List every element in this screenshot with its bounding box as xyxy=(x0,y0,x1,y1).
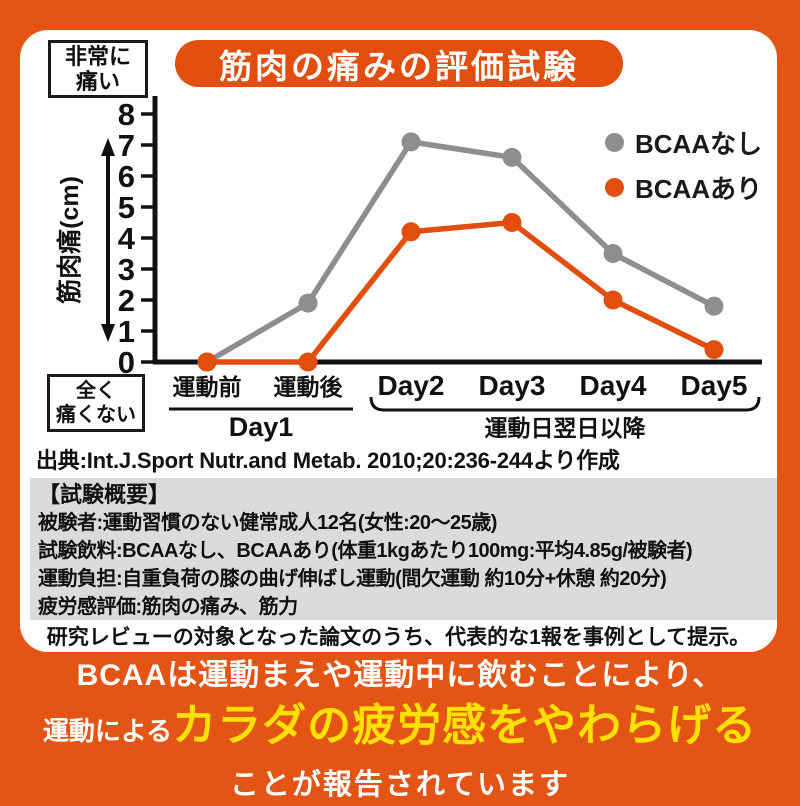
x-category-label: Day4 xyxy=(580,370,647,401)
y-tick-label: 5 xyxy=(118,190,135,225)
y-tick-label: 0 xyxy=(118,345,135,380)
arrow-up-icon xyxy=(101,138,115,156)
legend-label: BCAAなし xyxy=(635,129,763,159)
study-overview-exercise: 運動負担:自重負荷の膝の曲げ伸ばし運動(間欠運動 約10分+休憩 約20分) xyxy=(38,568,667,590)
footer-claim-highlight: カラダの疲労感をやわらげる xyxy=(172,701,758,750)
data-point-BCAAなし-Day2 xyxy=(401,132,421,152)
data-point-BCAAあり-運動後 xyxy=(298,352,318,372)
series-line-BCAAあり xyxy=(207,219,716,365)
chart-title-banner: 筋肉の痛みの評価試験 xyxy=(175,40,623,87)
x-category-label: 運動前 xyxy=(173,374,242,400)
chart-legend: BCAAなし BCAAあり xyxy=(605,124,762,206)
study-overview-drink: 試験飲料:BCAAなし、BCAAあり(体重1kgあたり100mg:平均4.85g… xyxy=(38,540,693,562)
series-line-BCAAなし xyxy=(205,139,716,365)
legend-item-bcaa-with: BCAAあり xyxy=(605,169,762,206)
footer-claim-line2-prefix: 運動による xyxy=(42,716,173,746)
data-point-BCAAなし-Day3 xyxy=(502,147,522,167)
pain-scale-bottom-line1: 全く xyxy=(76,380,116,402)
data-point-BCAAなし-Day5 xyxy=(704,296,724,316)
source-citation: 出典:Int.J.Sport Nutr.and Metab. 2010;20:2… xyxy=(36,448,620,473)
pain-scale-bottom-label: 全く 痛くない xyxy=(47,374,145,432)
x-group-label: 運動日翌日以降 xyxy=(485,415,647,441)
x-category-label: Day3 xyxy=(479,370,546,401)
y-tick-label: 6 xyxy=(118,159,135,194)
chart-card: 非常に 痛い 筋肉の痛みの評価試験 0 1 2 3 4 5 6 7 8 筋肉痛(cm) 運動前 運動後… xyxy=(20,30,777,652)
y-tick-label: 7 xyxy=(118,128,135,163)
y-tick-label: 3 xyxy=(118,252,135,287)
data-point-BCAAなし-運動後 xyxy=(298,293,318,313)
footer-claim-line2: 運動によるカラダの疲労感をやわらげる xyxy=(0,698,800,764)
y-tick-label: 4 xyxy=(118,221,136,256)
x-group-bracket xyxy=(369,396,761,412)
data-point-BCAAあり-Day2 xyxy=(401,222,421,242)
x-group-label: Day1 xyxy=(229,412,294,442)
y-axis-title: 筋肉痛(cm) xyxy=(55,176,84,304)
study-overview-box: 【試験概要】 被験者:運動習慣のない健常成人12名(女性:20〜25歳) 試験飲… xyxy=(30,478,777,620)
study-overview-heading: 【試験概要】 xyxy=(38,482,171,507)
pain-scale-bottom-line2: 痛くない xyxy=(56,404,136,426)
data-point-BCAAあり-Day4 xyxy=(603,290,623,310)
x-category-label: Day2 xyxy=(378,370,445,401)
legend-dot-gray-icon xyxy=(605,133,624,152)
x-category-label: Day5 xyxy=(681,370,748,401)
chart-title: 筋肉の痛みの評価試験 xyxy=(219,47,579,85)
pain-scale-top-line2: 痛い xyxy=(75,69,120,94)
legend-item-bcaa-none: BCAAなし xyxy=(605,124,762,161)
arrow-down-icon xyxy=(101,324,115,342)
y-tick-label: 8 xyxy=(118,97,135,132)
pain-scale-top-line1: 非常に xyxy=(64,44,131,69)
legend-label: BCAAあり xyxy=(635,174,763,204)
legend-dot-orange-icon xyxy=(605,178,624,197)
footer-claim-line1: BCAAは運動まえや運動中に飲むことにより、 xyxy=(76,659,724,692)
review-note: 研究レビューの対象となった論文のうち、代表的な1報を事例として提示。 xyxy=(20,620,777,652)
pain-scale-top-label: 非常に 痛い xyxy=(48,40,148,98)
footer-claim: BCAAは運動まえや運動中に飲むことにより、 運動によるカラダの疲労感をやわらげ… xyxy=(0,654,800,806)
study-overview-evaluation: 疲労感評価:筋肉の痛み、筋力 xyxy=(38,596,298,618)
y-tick-label: 2 xyxy=(118,283,135,318)
data-point-BCAAあり-Day3 xyxy=(502,213,522,232)
x-category-label: 運動後 xyxy=(274,374,344,400)
data-point-BCAAあり-Day5 xyxy=(704,340,724,360)
footer-claim-line3: ことが報告されています xyxy=(229,769,571,801)
study-overview-subjects: 被験者:運動習慣のない健常成人12名(女性:20〜25歳) xyxy=(38,512,497,534)
data-point-BCAAあり-運動前 xyxy=(197,352,217,372)
y-tick-label: 1 xyxy=(118,314,135,349)
data-point-BCAAなし-Day4 xyxy=(603,244,623,263)
